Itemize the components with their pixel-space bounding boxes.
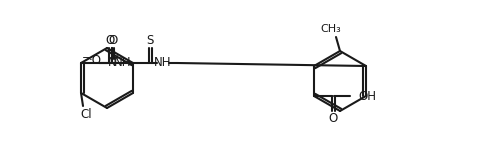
Text: OH: OH [358,90,376,102]
Text: ·O: ·O [88,55,101,67]
Text: S: S [146,35,154,47]
Text: −: − [82,53,92,63]
Text: NH: NH [114,55,132,69]
Text: O: O [328,112,337,124]
Text: N: N [108,57,116,69]
Text: +: + [114,54,120,62]
Text: NH: NH [154,55,172,69]
Text: Cl: Cl [80,107,92,121]
Text: CH₃: CH₃ [321,24,341,34]
Text: O: O [106,35,115,47]
Text: O: O [108,35,118,47]
